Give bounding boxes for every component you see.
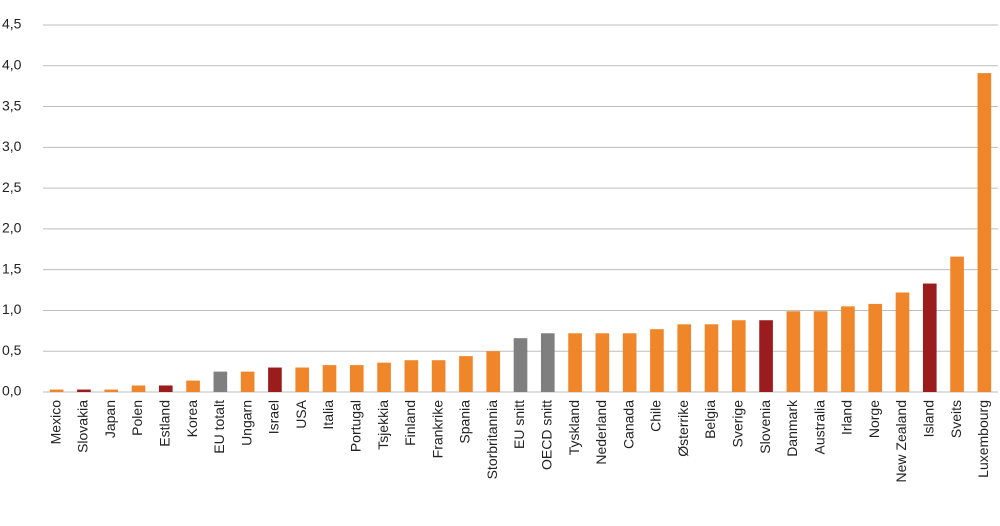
x-tick-label: Slovenia [757,400,773,454]
bar [922,283,937,392]
x-tick-label: OECD snitt [538,400,554,470]
x-tick-label: Nederland [593,400,609,465]
x-tick-label: Mexico [47,400,63,445]
y-tick-label: 0,0 [2,383,22,399]
bar [459,356,473,392]
y-tick-label: 0,5 [2,342,22,358]
bar [322,365,337,392]
x-tick-label: Canada [620,400,636,449]
bar [186,380,200,392]
x-tick-label: Portugal [347,400,363,452]
bar [540,333,555,392]
bar [650,329,664,392]
bar [868,303,883,392]
bar [622,333,637,392]
x-tick-label: Storbritannia [484,400,500,480]
bar [240,371,255,392]
bar [813,311,828,392]
bar [486,351,501,392]
x-tick-label: Sveits [948,400,964,438]
bar [568,333,582,392]
bar [131,385,146,392]
x-tick-label: EU snitt [511,400,527,449]
x-tick-label: Sverige [729,400,745,448]
y-tick-label: 1,0 [2,301,22,317]
x-tick-label: Frankrike [429,400,445,459]
x-tick-label: New Zealand [893,400,909,483]
bar [158,385,173,392]
y-tick-label: 3,5 [2,97,22,113]
x-tick-label: Australia [811,400,827,455]
x-tick-label: Belgia [702,400,718,439]
bar [786,311,801,392]
bar [704,324,719,392]
x-tick-label: Israel [266,400,282,434]
bar [295,367,310,392]
x-tick-label: EU totalt [211,400,227,454]
x-tick-label: Finland [402,400,418,446]
bar [841,306,855,392]
bar [677,324,692,392]
bar [595,333,610,392]
x-tick-label: Japan [102,400,118,438]
x-tick-label: Danmark [784,399,800,457]
x-tick-label: Chile [648,400,664,432]
x-tick-label: Tsjekkia [375,400,391,450]
bar [104,389,119,392]
y-tick-label: 3,0 [2,138,22,154]
bar [977,73,992,393]
bar [49,389,64,392]
bar [349,365,364,392]
bar [950,256,964,392]
bar [895,292,910,392]
bar [759,320,773,392]
y-tick-label: 1,5 [2,260,22,276]
x-tick-label: Spania [457,400,473,444]
bar [513,338,528,392]
bar [731,320,746,392]
x-tick-label: Island [920,400,936,437]
bar [77,389,91,392]
bar [404,360,419,392]
x-tick-label: Irland [839,400,855,435]
y-tick-label: 2,0 [2,220,22,236]
x-tick-label: Korea [184,400,200,438]
x-tick-label: Luxembourg [975,400,991,478]
bar [268,367,282,392]
y-tick-label: 4,0 [2,56,22,72]
x-tick-label: USA [293,399,309,428]
x-tick-label: Ungarn [238,400,254,446]
bar [377,362,391,392]
y-tick-label: 4,5 [2,16,22,32]
x-tick-label: Tyskland [566,400,582,455]
x-tick-label: Italia [320,400,336,430]
x-tick-label: Norge [866,400,882,438]
x-tick-label: Slovakia [75,400,91,453]
x-tick-label: Østerrike [675,400,691,457]
y-tick-label: 2,5 [2,179,22,195]
bar [213,371,228,392]
x-tick-label: Estland [156,400,172,447]
bar [431,360,446,392]
x-tick-label: Polen [129,400,145,436]
